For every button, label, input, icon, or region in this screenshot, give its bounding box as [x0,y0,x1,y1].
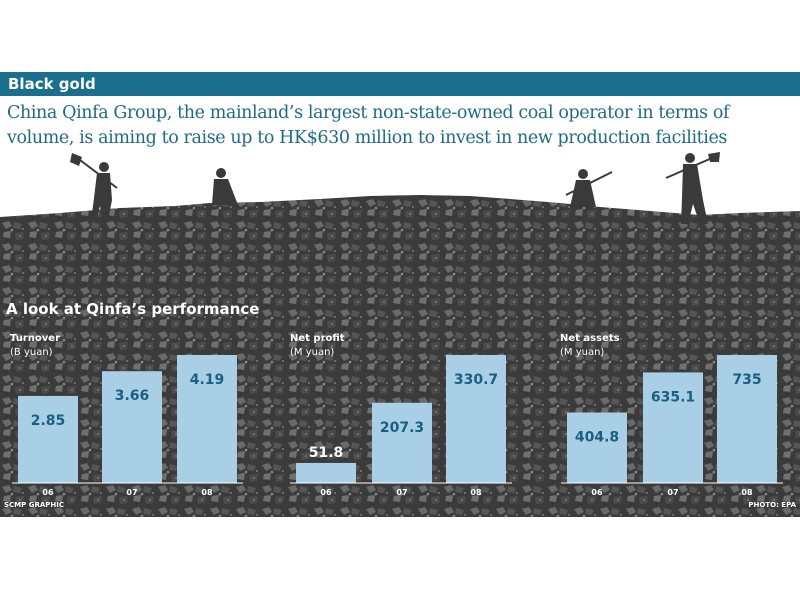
data-label: 4.19 [190,372,225,388]
bar-07 [643,372,703,483]
tick-label: 06 [320,488,332,497]
chart-title: Net profit [290,333,345,344]
worker-3 [565,169,613,207]
data-label: 207.3 [380,420,424,436]
tick-label: 07 [396,488,407,497]
bar-08 [177,355,237,483]
worker-2 [212,168,238,205]
worker-1 [70,153,118,221]
bar-06 [567,412,627,483]
source-credit: SCMP GRAPHIC [4,501,64,509]
data-label: 635.1 [651,389,695,405]
bar-06 [296,462,356,483]
chart-unit: (B yuan) [10,347,53,358]
tick-label: 08 [201,488,213,497]
data-label: 735 [732,372,761,388]
bar-08 [446,355,506,483]
bar-07 [102,371,162,483]
tick-label: 06 [591,488,603,497]
tick-label: 07 [667,488,678,497]
tick-label: 07 [126,488,137,497]
tick-label: 08 [470,488,482,497]
worker-4 [665,152,720,224]
bar-07 [372,402,432,483]
data-label: 3.66 [115,388,150,404]
subtitle: China Qinfa Group, the mainland’s larges… [7,103,730,148]
photo-credit: PHOTO: EPA [748,501,796,509]
bar-08 [717,355,777,483]
chart-title: Net assets [560,333,620,344]
data-label: 51.8 [309,445,344,461]
chart-unit: (M yuan) [560,347,604,358]
chart-unit: (M yuan) [290,347,334,358]
section-title: A look at Qinfa’s performance [6,300,259,318]
tick-label: 08 [741,488,753,497]
header-bar: Black gold [0,72,800,96]
tick-label: 06 [42,488,54,497]
charts-group: Turnover (B yuan) 2.85 06 3.66 07 4.19 08 Net pr… [10,333,783,497]
data-label: 2.85 [31,413,66,429]
data-label: 404.8 [575,430,619,446]
chart-title: Turnover [10,333,60,344]
header-title: Black gold [8,75,96,93]
bar-06 [18,395,78,483]
workers [70,152,720,224]
data-label: 330.7 [454,372,498,388]
